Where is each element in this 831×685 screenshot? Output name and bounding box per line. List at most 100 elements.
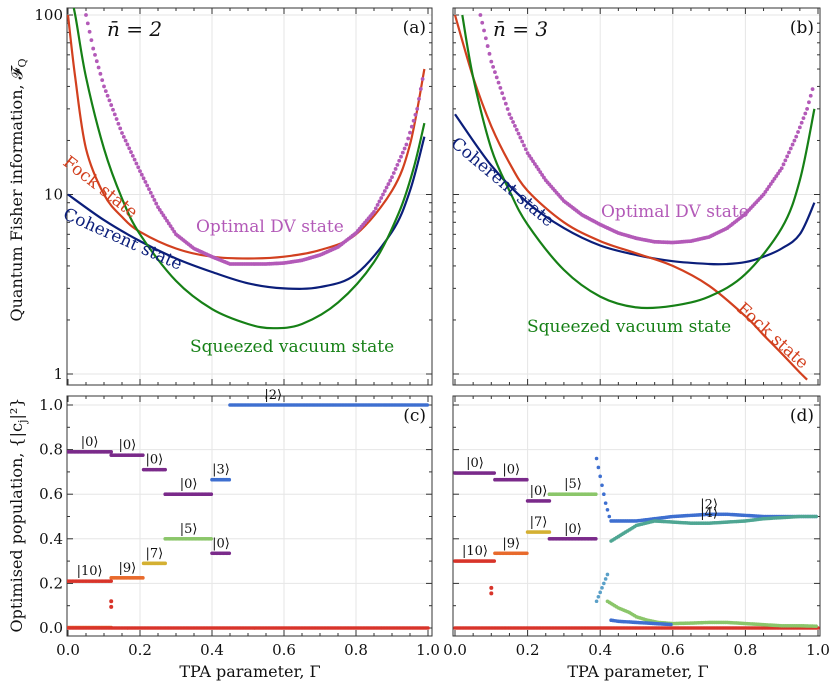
state-label: |5⟩ <box>564 477 582 492</box>
panel-label-d: (d) <box>790 406 814 426</box>
optimal-dv-point <box>386 182 391 186</box>
y-tick-label: 0.2 <box>39 574 63 592</box>
optimal-dv-point <box>493 70 497 75</box>
label-fock-state-b: Fock state <box>733 299 812 373</box>
optimal-dv-point <box>483 36 488 41</box>
optimal-dv-point <box>532 162 537 166</box>
optimal-dv-point <box>540 172 545 177</box>
optimal-dv-point <box>785 154 790 159</box>
optimal-dv-point <box>805 106 810 111</box>
optimal-dv-point <box>523 147 528 152</box>
optimal-dv-point <box>496 80 501 85</box>
optimal-dv-point <box>536 167 541 172</box>
population-segment <box>525 530 552 534</box>
population-point <box>596 465 601 470</box>
population-segment <box>67 579 113 583</box>
x-tick-label: 0.0 <box>56 641 80 659</box>
optimal-dv-point <box>797 125 802 130</box>
state-label: |2⟩ <box>700 497 718 512</box>
optimal-dv-point <box>384 185 389 190</box>
optimal-dv-point <box>491 64 496 69</box>
optimal-dv-point <box>130 153 135 158</box>
series-coherent-state-a <box>67 136 426 290</box>
grid-a <box>67 8 432 385</box>
x-tick-label: 0.6 <box>272 641 296 659</box>
x-axis-label-right: TPA parameter, Γ <box>567 662 708 681</box>
population-segment <box>210 551 232 556</box>
state-label: |3⟩ <box>212 463 230 478</box>
state-label: |0⟩ <box>502 463 520 478</box>
series-squeezed-vacuum-state-a <box>72 8 426 330</box>
population-point <box>547 499 552 503</box>
optimal-dv-point <box>808 93 813 98</box>
optimal-dv-point <box>381 192 385 197</box>
state-label: |0⟩ <box>564 522 582 537</box>
optimal-dv-point <box>781 162 786 167</box>
state-label: |7⟩ <box>146 546 164 561</box>
state-label: |10⟩ <box>77 564 103 579</box>
y-tick-label: 1 <box>53 365 63 383</box>
optimal-dv-point <box>159 210 164 215</box>
state-label: |4⟩ <box>700 506 718 521</box>
ticks-d <box>453 396 820 636</box>
x-axis-label-left: TPA parameter, Γ <box>179 662 320 681</box>
population-point <box>489 585 494 590</box>
optimal-dv-point <box>807 100 811 105</box>
population-segment <box>453 626 820 630</box>
optimal-dv-point <box>152 198 157 202</box>
population-point <box>525 477 529 482</box>
optimal-dv-point <box>402 146 407 151</box>
optimal-dv-point <box>375 203 380 207</box>
optimal-dv-point <box>163 216 168 220</box>
plot-area-c <box>67 403 430 630</box>
optimal-dv-point <box>120 131 124 135</box>
optimal-dv-point <box>107 98 112 103</box>
population-segment <box>141 561 167 566</box>
population-point <box>594 456 599 461</box>
plot-area-a <box>67 8 426 330</box>
optimal-dv-point <box>127 146 132 151</box>
state-label: |0⟩ <box>530 484 548 499</box>
population-segment <box>453 471 497 475</box>
population-point <box>814 624 818 628</box>
ticks-b <box>453 8 820 385</box>
series-fock-state-b <box>453 14 808 381</box>
population-point <box>141 576 145 580</box>
optimal-dv-point <box>527 153 532 158</box>
optimal-dv-point <box>145 183 150 188</box>
population-segment <box>67 450 113 454</box>
population-point <box>596 594 601 599</box>
optimal-dv-point <box>114 117 119 121</box>
state-label: |0⟩ <box>180 477 198 492</box>
state-label: |0⟩ <box>81 435 99 450</box>
optimal-dv-point <box>382 189 387 193</box>
population-segment <box>163 537 214 541</box>
panel-d: 0.0 0.2 0.4 0.6 0.8 1.0 |0⟩ |0⟩ |0⟩ |5⟩ |0⟩ |7⟩ |9⟩ |… <box>443 395 830 659</box>
population-segment <box>163 492 214 497</box>
x-tick-label: 0.4 <box>200 641 224 659</box>
population-point <box>594 492 598 497</box>
y-tick-label: 0.0 <box>39 619 63 637</box>
panel-c: 0.0 0.2 0.4 0.6 0.8 1.0 0.0 0.2 0.4 0.6 0.8 1.0 |0⟩ |… <box>39 388 440 659</box>
state-label: |0⟩ <box>212 536 230 551</box>
optimal-dv-point <box>373 206 378 211</box>
optimal-dv-point <box>138 169 142 174</box>
optimal-dv-point <box>794 134 799 139</box>
optimal-dv-point <box>397 158 402 163</box>
population-segment <box>109 453 145 457</box>
x-tick-label: 0.6 <box>661 641 685 659</box>
optimal-dv-point <box>111 107 115 112</box>
optimal-dv-point <box>505 107 510 111</box>
label-squeezed-b: Squeezed vacuum state <box>527 317 731 337</box>
optimal-dv-point <box>139 172 144 177</box>
grid-c <box>67 396 432 636</box>
optimal-dv-point <box>170 226 175 231</box>
bottom-y-axis-label: Optimised population, {|cj|²} <box>7 398 29 633</box>
state-label: |0⟩ <box>146 453 164 468</box>
population-point <box>547 530 552 534</box>
ticks-a <box>67 8 432 385</box>
population-point <box>141 453 145 457</box>
population-segment <box>141 467 167 472</box>
optimal-dv-point <box>409 124 414 129</box>
grid-d <box>453 396 820 636</box>
